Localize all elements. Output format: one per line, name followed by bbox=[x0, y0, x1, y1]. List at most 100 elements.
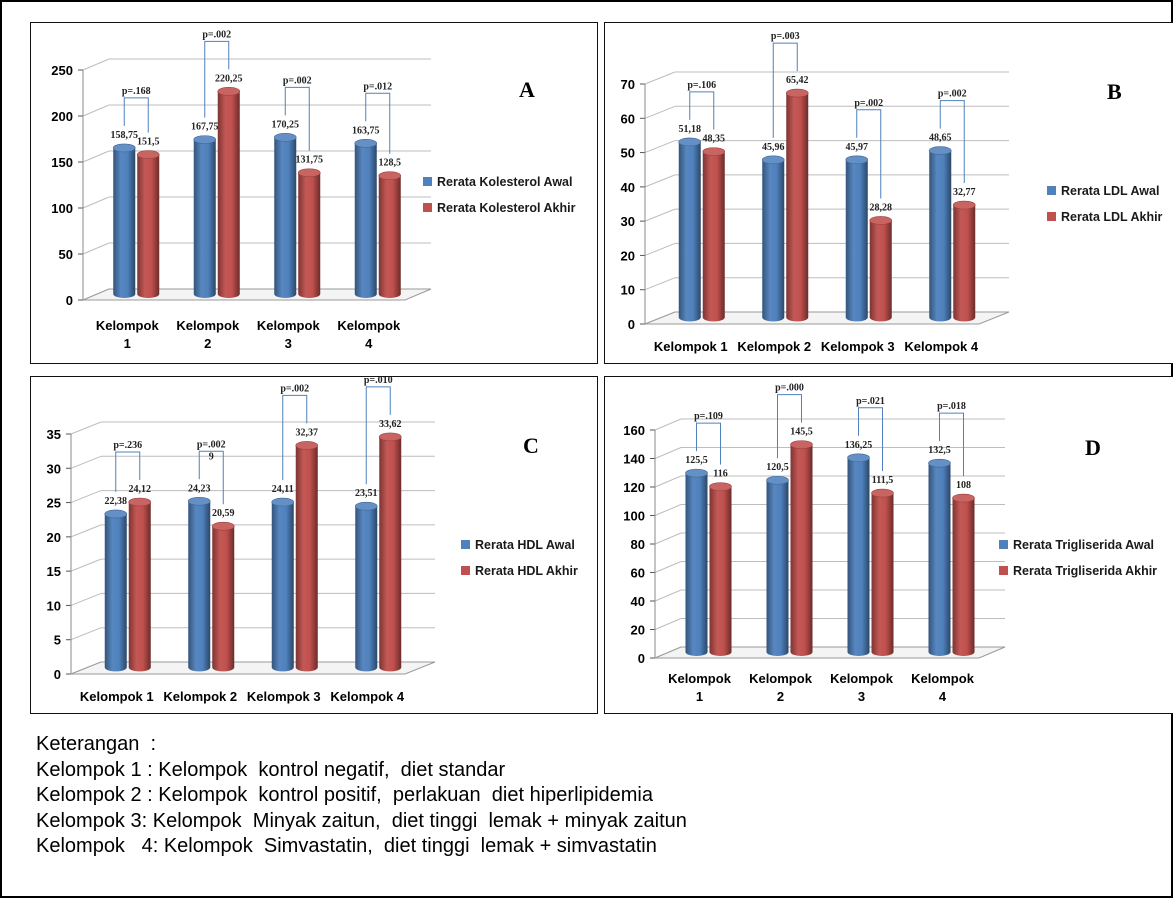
bar-top bbox=[785, 88, 809, 98]
bar-top bbox=[952, 493, 975, 503]
y-tick-label: 150 bbox=[51, 155, 73, 170]
bar-body bbox=[952, 498, 975, 656]
p-value-label: p=.236 bbox=[113, 440, 142, 451]
significance-bracket bbox=[115, 451, 141, 492]
y-tick-label: 20 bbox=[631, 623, 645, 638]
gridline-side bbox=[654, 618, 682, 630]
gridline-side bbox=[644, 242, 676, 256]
bar-body bbox=[295, 445, 318, 672]
bar-top bbox=[104, 509, 128, 519]
p-value-label: p=.000 bbox=[775, 383, 804, 394]
bar bbox=[354, 139, 378, 298]
bar bbox=[845, 155, 869, 322]
category-label: 3 bbox=[858, 689, 865, 704]
bar-body bbox=[702, 151, 725, 322]
significance-bracket bbox=[856, 109, 882, 199]
category-label: Kelompok bbox=[749, 671, 813, 686]
bar bbox=[104, 509, 128, 672]
category-label: 1 bbox=[696, 689, 703, 704]
y-tick-label: 160 bbox=[623, 423, 645, 438]
gridlines bbox=[78, 58, 432, 301]
data-label: 24,23 bbox=[188, 483, 211, 494]
significance-bracket bbox=[858, 407, 883, 472]
gridline-side bbox=[70, 627, 102, 641]
chart-floor bbox=[70, 661, 436, 675]
bar-top bbox=[378, 432, 402, 442]
bar bbox=[869, 216, 893, 322]
chart-floor bbox=[654, 646, 1006, 659]
data-label: 131,75 bbox=[296, 155, 324, 166]
bar-body bbox=[271, 502, 294, 672]
bracket-line bbox=[939, 412, 964, 477]
data-label: 32,37 bbox=[296, 427, 319, 438]
bracket-line bbox=[689, 91, 715, 130]
gridline-side bbox=[644, 140, 676, 154]
gridline-side bbox=[644, 208, 676, 222]
panel-letter: B bbox=[1107, 79, 1122, 104]
y-tick-label: 40 bbox=[621, 180, 635, 195]
data-label: 116 bbox=[713, 469, 727, 480]
data-label: 48,65 bbox=[929, 133, 952, 144]
gridline-side bbox=[70, 421, 102, 435]
data-label: 145,5 bbox=[790, 427, 813, 438]
bar-top bbox=[295, 441, 319, 450]
gridline-side bbox=[654, 475, 682, 488]
data-label: 220,25 bbox=[215, 73, 243, 84]
p-value-label: p=.003 bbox=[771, 31, 800, 42]
gridline-side bbox=[644, 174, 676, 188]
category-label: 2 bbox=[204, 336, 211, 351]
y-tick-label: 60 bbox=[631, 566, 645, 581]
bar bbox=[273, 133, 297, 298]
chart-d: 0 20 40 60 80 100 120 140 160 125,5 116 p=.109 Kelom… bbox=[623, 383, 1157, 704]
bar bbox=[378, 171, 402, 298]
chart-floor bbox=[644, 311, 1010, 325]
bar-body bbox=[193, 139, 216, 298]
bar-top bbox=[928, 458, 951, 468]
gridline-side bbox=[654, 447, 682, 459]
y-tick-label: 20 bbox=[47, 530, 61, 545]
p-value-label: 9 bbox=[209, 451, 214, 462]
data-label: 28,28 bbox=[870, 202, 893, 213]
data-label: 125,5 bbox=[685, 455, 708, 466]
bar-body bbox=[766, 480, 789, 656]
bar-body bbox=[847, 457, 870, 656]
bar-body bbox=[378, 175, 401, 298]
gridline-side bbox=[70, 592, 102, 606]
bracket-line bbox=[772, 42, 798, 138]
bar-top bbox=[211, 521, 235, 531]
p-value-label: p=.002 bbox=[280, 383, 309, 394]
bracket-line bbox=[939, 100, 965, 184]
significance-bracket bbox=[198, 450, 224, 505]
chart-panel-a: 0 50 100 150 200 250 158,75 151,5 p=.168 Kelompok… bbox=[30, 22, 598, 364]
bar-top bbox=[928, 146, 952, 155]
p-value-label: p=.021 bbox=[856, 396, 885, 407]
legend-swatch bbox=[1047, 186, 1056, 195]
category-label: 1 bbox=[124, 336, 131, 351]
bar-body bbox=[217, 91, 240, 298]
p-value-label: p=.012 bbox=[363, 81, 392, 92]
y-tick-label: 0 bbox=[66, 293, 73, 308]
bar bbox=[928, 458, 951, 656]
legend-swatch bbox=[423, 177, 432, 186]
y-tick-label: 40 bbox=[631, 594, 645, 609]
y-tick-label: 30 bbox=[47, 461, 61, 476]
gridline-side bbox=[82, 242, 110, 255]
bar-top bbox=[869, 216, 893, 225]
bar-top bbox=[702, 147, 726, 156]
category-label: Kelompok 2 bbox=[737, 339, 811, 354]
bar-top bbox=[136, 150, 160, 159]
legend-label: Rerata Trigliserida Akhir bbox=[1013, 564, 1157, 578]
bar-top bbox=[354, 139, 378, 148]
notes-line: Kelompok 1 : Kelompok kontrol negatif, d… bbox=[36, 758, 506, 781]
gridline-side bbox=[654, 504, 682, 516]
significance-bracket bbox=[365, 386, 391, 485]
data-label: 111,5 bbox=[872, 475, 893, 486]
y-tick-label: 10 bbox=[47, 598, 61, 613]
legend-swatch bbox=[1047, 212, 1056, 221]
significance-bracket bbox=[772, 42, 798, 138]
data-label: 23,51 bbox=[355, 488, 378, 499]
y-tick-label: 200 bbox=[51, 109, 73, 124]
bar-body bbox=[869, 220, 892, 322]
